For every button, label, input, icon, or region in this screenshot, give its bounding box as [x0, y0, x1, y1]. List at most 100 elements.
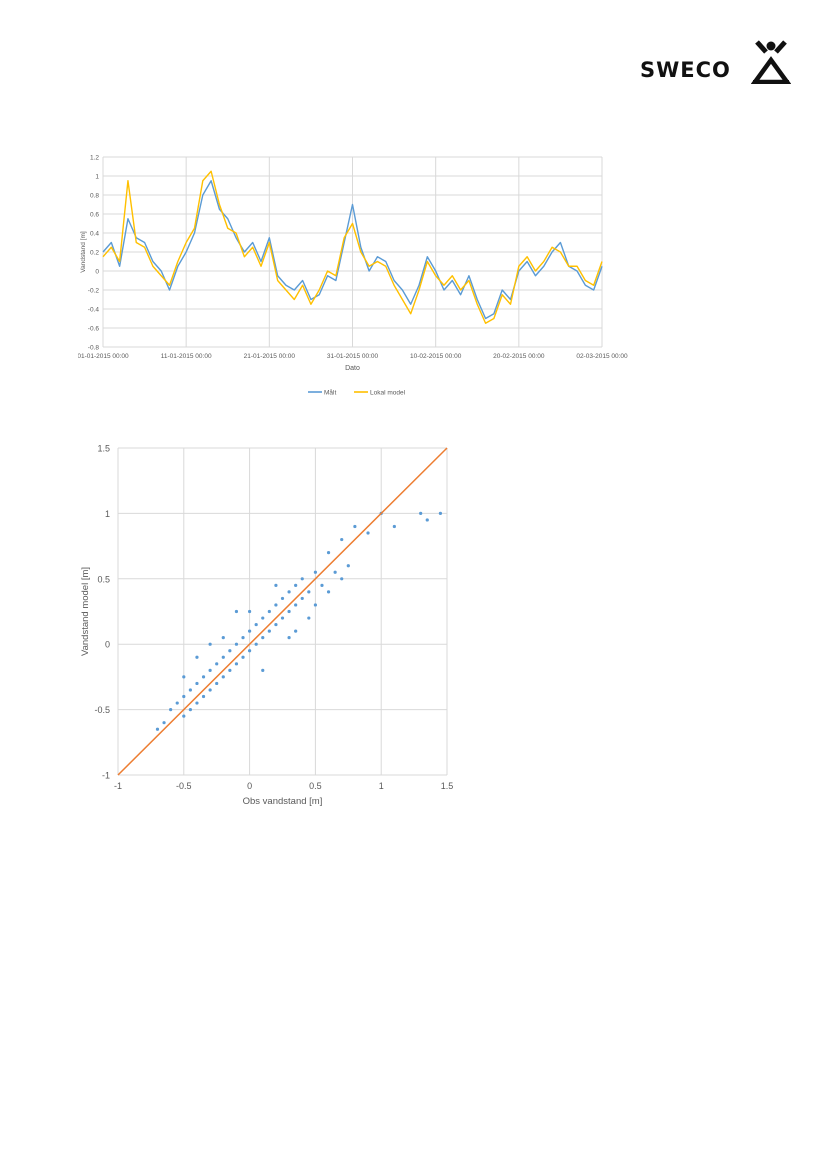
y-tick-label: 0.6 — [90, 212, 99, 219]
y-axis-title: Vandstand [m] — [80, 231, 87, 273]
scatter-point — [313, 603, 317, 607]
scatter-point — [267, 629, 271, 633]
scatter-point — [221, 675, 225, 679]
y-tick-label: 1.5 — [97, 444, 110, 454]
scatter-point — [340, 577, 344, 581]
scatter-point — [274, 603, 278, 607]
identity-reference-line — [117, 447, 448, 776]
scatter-point — [425, 518, 429, 522]
y-tick-label: -1 — [102, 771, 110, 781]
y-tick-label: 0.5 — [97, 574, 110, 584]
y-axis-title: Vandstand model [m] — [80, 567, 91, 656]
water-level-timeseries-chart: -0.8 -0.6 -0.4 -0.2 0 0.2 0.4 0.6 0.8 1 1.2 01-01-2… — [77, 150, 638, 410]
x-tick-label: 0.5 — [309, 781, 322, 791]
x-tick-label: 01-01-2015 00:00 — [78, 353, 129, 360]
y-tick-label: 0 — [95, 269, 99, 276]
scatter-point — [201, 675, 206, 679]
scatter-point — [320, 583, 324, 587]
scatter-point — [175, 701, 179, 705]
scatter-point — [294, 629, 298, 633]
scatter-point — [254, 622, 258, 627]
scatter-point — [287, 590, 291, 594]
sweco-logo: SWECO — [640, 36, 791, 86]
scatter-point — [215, 681, 219, 686]
scatter-point — [234, 662, 239, 666]
x-tick-label: 31-01-2015 00:00 — [327, 353, 379, 360]
series-line-maalt — [102, 180, 603, 320]
scatter-point — [208, 688, 212, 692]
scatter-point — [215, 662, 219, 666]
scatter-point — [313, 570, 317, 574]
scatter-point — [287, 609, 291, 614]
scatter-point — [188, 708, 192, 712]
scatter-point — [208, 642, 212, 646]
scatter-point — [234, 642, 239, 646]
scatter-point — [307, 590, 311, 594]
legend-label: Målt — [324, 389, 336, 397]
scatter-point — [326, 551, 331, 555]
y-tick-label: -0.8 — [88, 345, 100, 352]
x-tick-label: 02-03-2015 00:00 — [576, 353, 628, 360]
scatter-point — [221, 655, 225, 659]
scatter-point — [162, 721, 166, 725]
scatter-point — [241, 636, 245, 640]
scatter-point — [294, 583, 298, 587]
timeseries-plot: -0.8 -0.6 -0.4 -0.2 0 0.2 0.4 0.6 0.8 1 1.2 01-01-2… — [77, 155, 628, 397]
scatter-point — [392, 524, 396, 529]
x-tick-label: 0 — [247, 781, 252, 791]
y-tick-label: 0.2 — [90, 250, 99, 257]
y-tick-label: 1 — [105, 509, 110, 519]
series-line-lokal-model — [102, 170, 603, 324]
y-tick-label: -0.2 — [88, 288, 100, 295]
scatter-point — [195, 655, 199, 659]
scatter-point — [182, 694, 186, 699]
scatter-point — [234, 609, 239, 614]
scatter-point — [419, 511, 423, 515]
scatter-point — [261, 616, 265, 620]
legend-label: Lokal model — [370, 390, 406, 397]
sweco-house-figure-icon — [751, 40, 791, 84]
scatter-plot: -1 -0.5 0 0.5 1 1.5 -1 -0.5 0 0.5 1 1.5 Obs vandstan… — [80, 444, 454, 808]
scatter-point — [195, 701, 199, 705]
scatter-point — [340, 537, 344, 542]
y-tick-label: 0.8 — [90, 193, 99, 200]
scatter-point — [188, 688, 192, 692]
x-axis-title: Obs vandstand [m] — [243, 796, 323, 807]
scatter-point — [346, 564, 350, 568]
x-tick-label: 1 — [379, 781, 384, 791]
scatter-point — [201, 694, 206, 699]
scatter-point — [274, 622, 278, 627]
y-tick-label: 0 — [105, 640, 110, 650]
scatter-point — [326, 590, 331, 594]
scatter-point — [182, 675, 186, 679]
scatter-point — [261, 636, 265, 640]
y-tick-label: -0.6 — [88, 326, 100, 333]
y-tick-label: 1 — [95, 174, 99, 181]
scatter-point — [228, 668, 232, 672]
scatter-point — [241, 655, 245, 659]
scatter-point — [254, 642, 258, 646]
x-tick-label: 11-01-2015 00:00 — [161, 353, 212, 360]
scatter-point — [228, 649, 232, 653]
y-tick-label: 0.4 — [90, 231, 99, 238]
scatter-point — [333, 570, 337, 574]
scatter-point — [438, 511, 443, 515]
scatter-point — [287, 636, 291, 640]
scatter-point — [248, 629, 252, 633]
y-tick-label: -0.5 — [94, 705, 110, 715]
x-tick-label: -1 — [114, 781, 122, 791]
scatter-point — [307, 616, 311, 620]
x-axis-title: Dato — [345, 365, 360, 372]
scatter-point — [366, 531, 370, 535]
x-tick-label: 20-02-2015 00:00 — [493, 353, 545, 360]
logo-text: SWECO — [640, 58, 731, 82]
scatter-point — [155, 727, 160, 731]
x-tick-label: 1.5 — [441, 781, 454, 791]
scatter-point — [261, 668, 265, 672]
x-tick-label: 21-01-2015 00:00 — [244, 353, 296, 360]
y-tick-label: -0.4 — [88, 307, 100, 314]
scatter-point — [221, 636, 225, 640]
scatter-point — [208, 668, 212, 672]
x-tick-label: -0.5 — [176, 781, 192, 791]
scatter-point — [294, 603, 298, 607]
